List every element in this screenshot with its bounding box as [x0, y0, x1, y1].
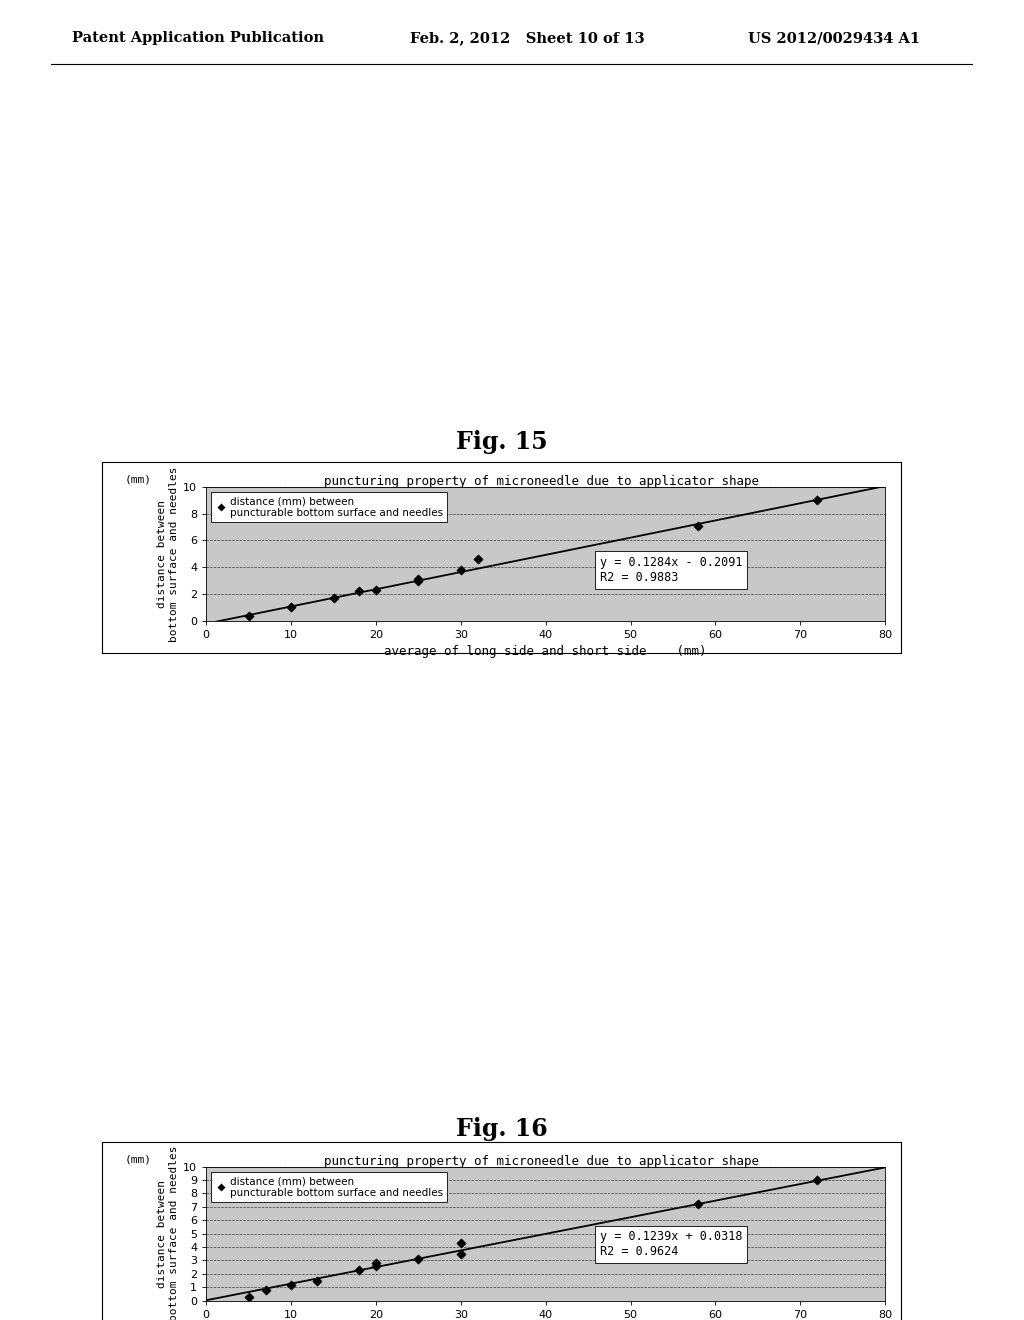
Text: Fig. 15: Fig. 15	[456, 430, 548, 454]
Text: US 2012/0029434 A1: US 2012/0029434 A1	[748, 32, 920, 45]
Y-axis label: distance between
bottom surface and needles: distance between bottom surface and need…	[158, 466, 179, 642]
Point	[368, 579, 384, 601]
Point	[368, 1255, 384, 1276]
Text: puncturing property of microneedle due to applicator shape: puncturing property of microneedle due t…	[325, 1155, 759, 1168]
Text: y = 0.1239x + 0.0318
R2 = 0.9624: y = 0.1239x + 0.0318 R2 = 0.9624	[600, 1230, 742, 1258]
Text: (mm): (mm)	[125, 474, 152, 484]
Legend: distance (mm) between
puncturable bottom surface and needles: distance (mm) between puncturable bottom…	[211, 492, 447, 521]
Point	[326, 587, 342, 609]
Y-axis label: distance between
bottom surface and needles: distance between bottom surface and need…	[158, 1146, 179, 1320]
Point	[283, 597, 299, 618]
Point	[809, 490, 825, 511]
Point	[453, 560, 469, 581]
Point	[351, 1259, 368, 1280]
Point	[453, 1243, 469, 1265]
Text: Patent Application Publication: Patent Application Publication	[72, 32, 324, 45]
Point	[690, 515, 707, 536]
Point	[308, 1270, 325, 1291]
Point	[690, 1193, 707, 1214]
Point	[368, 1253, 384, 1274]
Point	[411, 1249, 427, 1270]
Point	[241, 1286, 257, 1307]
Point	[809, 1170, 825, 1191]
Point	[411, 570, 427, 591]
Point	[351, 581, 368, 602]
Legend: distance (mm) between
puncturable bottom surface and needles: distance (mm) between puncturable bottom…	[211, 1172, 447, 1201]
Point	[411, 569, 427, 590]
Text: Feb. 2, 2012   Sheet 10 of 13: Feb. 2, 2012 Sheet 10 of 13	[410, 32, 644, 45]
Text: puncturing property of microneedle due to applicator shape: puncturing property of microneedle due t…	[325, 475, 759, 488]
X-axis label: average of long side and short side    (mm): average of long side and short side (mm)	[384, 645, 707, 659]
Point	[283, 1274, 299, 1295]
Point	[470, 549, 486, 570]
Point	[453, 1233, 469, 1254]
Text: (mm): (mm)	[125, 1154, 152, 1164]
Point	[241, 605, 257, 626]
Text: y = 0.1284x - 0.2091
R2 = 0.9883: y = 0.1284x - 0.2091 R2 = 0.9883	[600, 556, 742, 583]
Point	[257, 1279, 273, 1300]
Text: Fig. 16: Fig. 16	[456, 1117, 548, 1140]
